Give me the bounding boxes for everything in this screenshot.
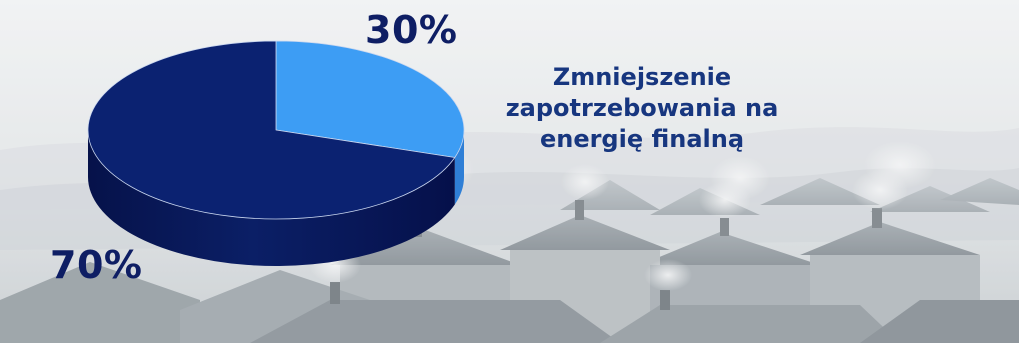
pie-sides: [87, 130, 464, 266]
pie-slice-30: [275, 40, 465, 158]
slice-label-70: 70%: [50, 243, 143, 287]
pie-slice-70: [87, 40, 456, 220]
pie-side-1-0: [87, 130, 455, 266]
pie-tops: [87, 40, 465, 220]
slice-label-30: 30%: [365, 8, 458, 52]
pie-side-0-0: [454, 130, 464, 205]
chart-caption: Zmniejszenie zapotrzebowania na energię …: [505, 63, 779, 153]
